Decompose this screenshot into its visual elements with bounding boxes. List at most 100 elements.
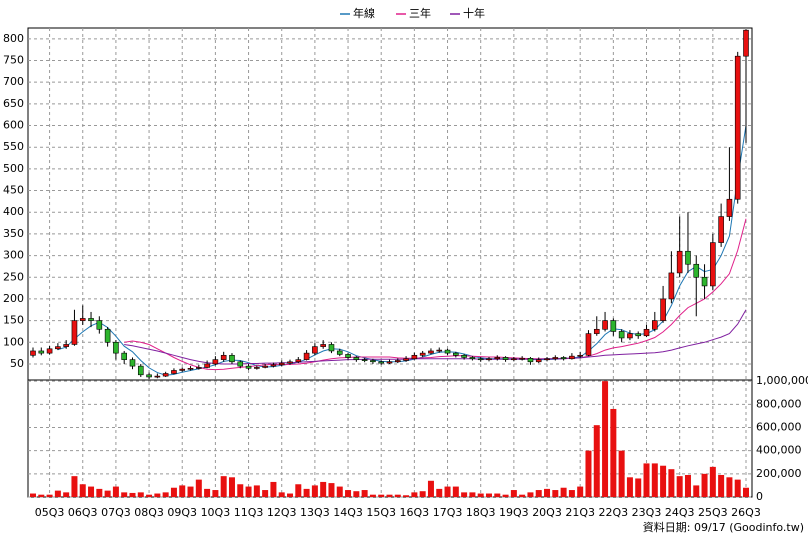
candle-body: [734, 55, 741, 200]
candle-body: [220, 354, 227, 360]
candle-body: [585, 333, 592, 356]
volume-bar: [444, 486, 451, 497]
candle-body: [378, 361, 385, 364]
volume-bar: [436, 488, 443, 497]
candle-body: [88, 318, 94, 321]
candle-body: [461, 354, 467, 358]
candle-body: [287, 361, 293, 364]
volume-bar: [345, 490, 352, 497]
y-tick-label: 100: [3, 335, 24, 348]
candle-body: [701, 276, 708, 287]
x-tick-label: 21Q3: [565, 506, 595, 519]
volume-bar: [585, 450, 592, 497]
volume-bar: [485, 493, 492, 497]
volume-bar: [237, 484, 244, 497]
candle-body: [154, 375, 161, 378]
volume-bar: [676, 476, 683, 497]
volume-bar: [469, 492, 476, 497]
volume-bar: [287, 493, 294, 497]
y-tick-label: 200: [3, 292, 24, 305]
candle-body: [668, 272, 675, 300]
x-tick-label: 14Q3: [333, 506, 363, 519]
volume-bar: [353, 491, 360, 497]
candle-body: [569, 355, 575, 360]
volume-bar: [54, 490, 61, 497]
volume-bar: [170, 487, 177, 497]
volume-bar: [701, 473, 708, 497]
volume-bar: [228, 477, 235, 497]
candle-body: [162, 373, 169, 377]
candle-body: [353, 357, 360, 360]
candle-body: [643, 328, 650, 337]
candle-body: [627, 333, 633, 339]
x-tick-label: 06Q3: [68, 506, 98, 519]
candle-body: [38, 350, 45, 354]
volume-bar: [535, 490, 542, 497]
candle-body: [270, 364, 277, 367]
candle-body: [685, 250, 691, 265]
y2-tick-label: 400,000: [756, 444, 802, 457]
candle-body: [436, 349, 443, 352]
volume-bar: [311, 485, 318, 497]
volume-bar: [270, 481, 277, 497]
candle-body: [444, 349, 451, 354]
candle-body: [55, 346, 61, 350]
y2-tick-label: 800,000: [756, 397, 802, 410]
y-tick-label: 350: [3, 227, 24, 240]
candle-body: [710, 242, 716, 287]
y-tick-label: 750: [3, 54, 24, 67]
candle-body: [527, 358, 534, 363]
volume-bar: [394, 494, 401, 497]
candle-body: [469, 357, 476, 360]
volume-bar: [427, 480, 434, 497]
candle-body: [121, 352, 127, 360]
volume-bar: [610, 408, 617, 497]
volume-bar: [552, 490, 559, 497]
candle-body: [345, 354, 351, 358]
volume-bar: [593, 425, 600, 497]
y-tick-label: 250: [3, 270, 24, 283]
candle-body: [403, 358, 409, 361]
x-tick-label: 18Q3: [466, 506, 496, 519]
candle-body: [71, 320, 78, 345]
x-tick-label: 19Q3: [499, 506, 529, 519]
candle-body: [113, 341, 119, 354]
x-tick-label: 23Q3: [632, 506, 662, 519]
candle-body: [312, 346, 318, 354]
candle-body: [204, 363, 210, 368]
volume-bar: [734, 479, 741, 497]
note: 資料日期: 09/17 (Goodinfo.tw): [643, 520, 804, 534]
volume-bar: [88, 486, 95, 497]
x-tick-label: 10Q3: [201, 506, 231, 519]
volume-bar: [651, 463, 658, 497]
candle-body: [386, 361, 393, 364]
y-tick-label: 50: [10, 357, 24, 370]
volume-bar: [369, 494, 376, 497]
y2-tick-label: 0: [756, 490, 763, 503]
candle-body: [63, 344, 69, 347]
volume-bar: [626, 477, 633, 497]
candle-body: [593, 328, 600, 334]
volume-bar: [527, 492, 534, 497]
y-tick-label: 450: [3, 184, 24, 197]
volume-bar: [477, 493, 484, 497]
volume-bar: [568, 490, 575, 497]
candle-body: [577, 354, 583, 357]
y2-tick-label: 200,000: [756, 467, 802, 480]
volume-bar: [129, 492, 136, 497]
y-tick-label: 800: [3, 32, 24, 45]
volume-bar: [726, 477, 733, 497]
candle-body: [511, 358, 517, 361]
candle-body: [328, 344, 335, 352]
y-tick-label: 650: [3, 97, 24, 110]
x-tick-label: 24Q3: [665, 506, 695, 519]
x-tick-label: 26Q3: [731, 506, 761, 519]
volume-bar: [494, 493, 501, 497]
x-tick-label: 13Q3: [300, 506, 330, 519]
volume-bar: [403, 495, 410, 497]
volume-bar: [502, 494, 509, 497]
volume-bar: [187, 486, 194, 497]
candle-body: [560, 357, 567, 360]
volume-bar: [79, 484, 86, 497]
